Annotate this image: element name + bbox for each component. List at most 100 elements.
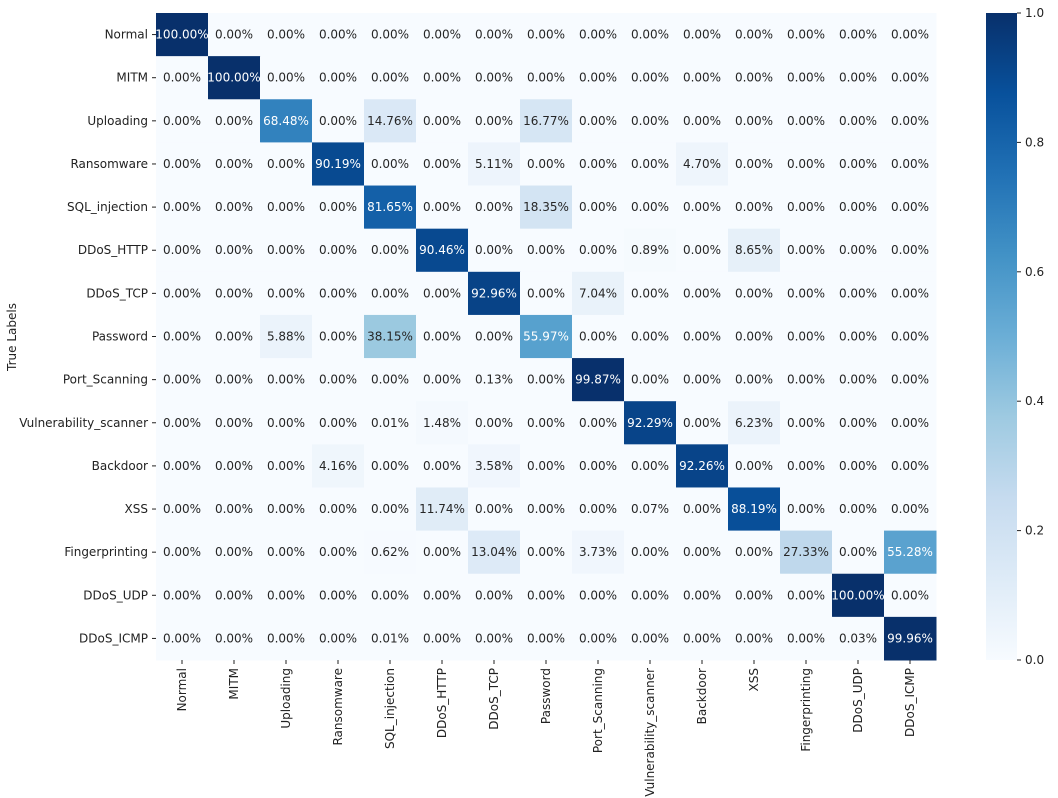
cell-value-label: 0.00% (735, 588, 773, 602)
heatmap-cell (260, 530, 313, 575)
cell-value-label: 13.04% (471, 545, 517, 559)
heatmap-cell (832, 185, 885, 230)
cell-value-label: 0.00% (475, 243, 513, 257)
cell-value-label: 0.13% (475, 373, 513, 387)
heatmap-cell (832, 616, 885, 661)
cell-value-label: 0.00% (163, 330, 201, 344)
heatmap-cell (676, 99, 729, 143)
heatmap-cell (780, 228, 833, 273)
cell-value-label: 0.00% (267, 459, 305, 473)
cell-value-label: 0.00% (579, 459, 617, 473)
cell-value-label: 0.00% (423, 286, 461, 300)
y-tick-label: Fingerprinting (64, 545, 148, 559)
cell-value-label: 0.00% (423, 114, 461, 128)
cell-value-label: 55.28% (887, 545, 933, 559)
cell-value-label: 6.23% (735, 416, 773, 430)
cell-value-label: 0.00% (423, 200, 461, 214)
y-tick-label: Normal (105, 28, 148, 42)
heatmap-cell (520, 13, 573, 57)
heatmap-cell (156, 487, 209, 532)
heatmap-cell (208, 444, 261, 488)
heatmap-cell (260, 573, 313, 618)
heatmap-cell (728, 616, 781, 661)
cell-value-label: 0.00% (683, 631, 721, 645)
heatmap-cell (520, 271, 573, 316)
cell-value-label: 0.00% (423, 631, 461, 645)
cell-value-label: 0.00% (735, 286, 773, 300)
cell-value-label: 92.29% (627, 416, 673, 430)
cell-value-label: 3.73% (579, 545, 617, 559)
heatmap-cell (572, 358, 625, 402)
heatmap-cell (832, 314, 885, 359)
cell-value-label: 0.00% (839, 459, 877, 473)
cell-value-label: 0.00% (163, 114, 201, 128)
heatmap-cell (468, 487, 521, 532)
cell-value-label: 0.00% (215, 545, 253, 559)
heatmap-cell (156, 228, 209, 273)
cell-value-label: 0.00% (319, 502, 357, 516)
heatmap-cell (468, 401, 521, 445)
heatmap-cell (364, 228, 417, 273)
heatmap-cell (416, 401, 469, 445)
heatmap-cell (832, 530, 885, 575)
heatmap-cell (780, 530, 833, 575)
heatmap-cell (572, 401, 625, 445)
cell-value-label: 0.00% (163, 588, 201, 602)
heatmap-cell (468, 56, 521, 100)
cell-value-label: 0.00% (163, 243, 201, 257)
heatmap-cell (676, 271, 729, 316)
cell-value-label: 0.89% (631, 243, 669, 257)
cell-value-label: 0.00% (631, 330, 669, 344)
heatmap-cell (520, 530, 573, 575)
heatmap-cell (728, 444, 781, 488)
y-tick-label: Password (92, 330, 148, 344)
x-tick-label: Vulnerability_scanner (643, 668, 657, 797)
cell-value-label: 0.00% (839, 28, 877, 42)
heatmap-cell (416, 13, 469, 57)
heatmap-cell (208, 142, 261, 187)
heatmap-cell (364, 314, 417, 359)
heatmap-cell (468, 185, 521, 230)
cell-value-label: 0.00% (735, 373, 773, 387)
heatmap-cell (780, 573, 833, 618)
heatmap-cell (416, 99, 469, 143)
x-tick-label: MITM (227, 668, 241, 700)
heatmap-cell (416, 228, 469, 273)
heatmap-cell (780, 401, 833, 445)
y-tick-label: SQL_injection (67, 200, 148, 214)
cell-value-label: 0.00% (839, 545, 877, 559)
cell-value-label: 0.00% (319, 114, 357, 128)
heatmap-cell (156, 573, 209, 618)
heatmap-cell (156, 616, 209, 661)
cell-value-label: 0.00% (371, 502, 409, 516)
cell-value-label: 0.00% (839, 243, 877, 257)
y-tick-label: DDoS_ICMP (79, 631, 148, 645)
cell-value-label: 0.00% (475, 71, 513, 85)
cell-value-label: 0.00% (267, 28, 305, 42)
heatmap-cell (728, 487, 781, 532)
heatmap-cell (156, 99, 209, 143)
heatmap-cell (832, 271, 885, 316)
cell-value-label: 0.00% (475, 114, 513, 128)
heatmap-cell (364, 99, 417, 143)
cell-value-label: 0.00% (787, 588, 825, 602)
x-tick-label: Uploading (279, 668, 293, 729)
heatmap-cell (676, 530, 729, 575)
cell-value-label: 0.00% (527, 243, 565, 257)
heatmap-cell (416, 142, 469, 187)
cell-value-label: 0.00% (527, 631, 565, 645)
heatmap-cell (884, 185, 937, 230)
heatmap-cell (416, 573, 469, 618)
heatmap-cell (832, 99, 885, 143)
y-tick-label: Uploading (87, 114, 148, 128)
cell-value-label: 0.00% (215, 459, 253, 473)
heatmap-cell (312, 99, 365, 143)
x-tick-label: Ransomware (331, 668, 345, 746)
heatmap-cell (572, 99, 625, 143)
heatmap-cell (676, 228, 729, 273)
cell-value-label: 0.00% (787, 200, 825, 214)
heatmap-cell (572, 314, 625, 359)
heatmap-cell (676, 142, 729, 187)
heatmap-cell (832, 142, 885, 187)
cell-value-label: 0.00% (163, 545, 201, 559)
